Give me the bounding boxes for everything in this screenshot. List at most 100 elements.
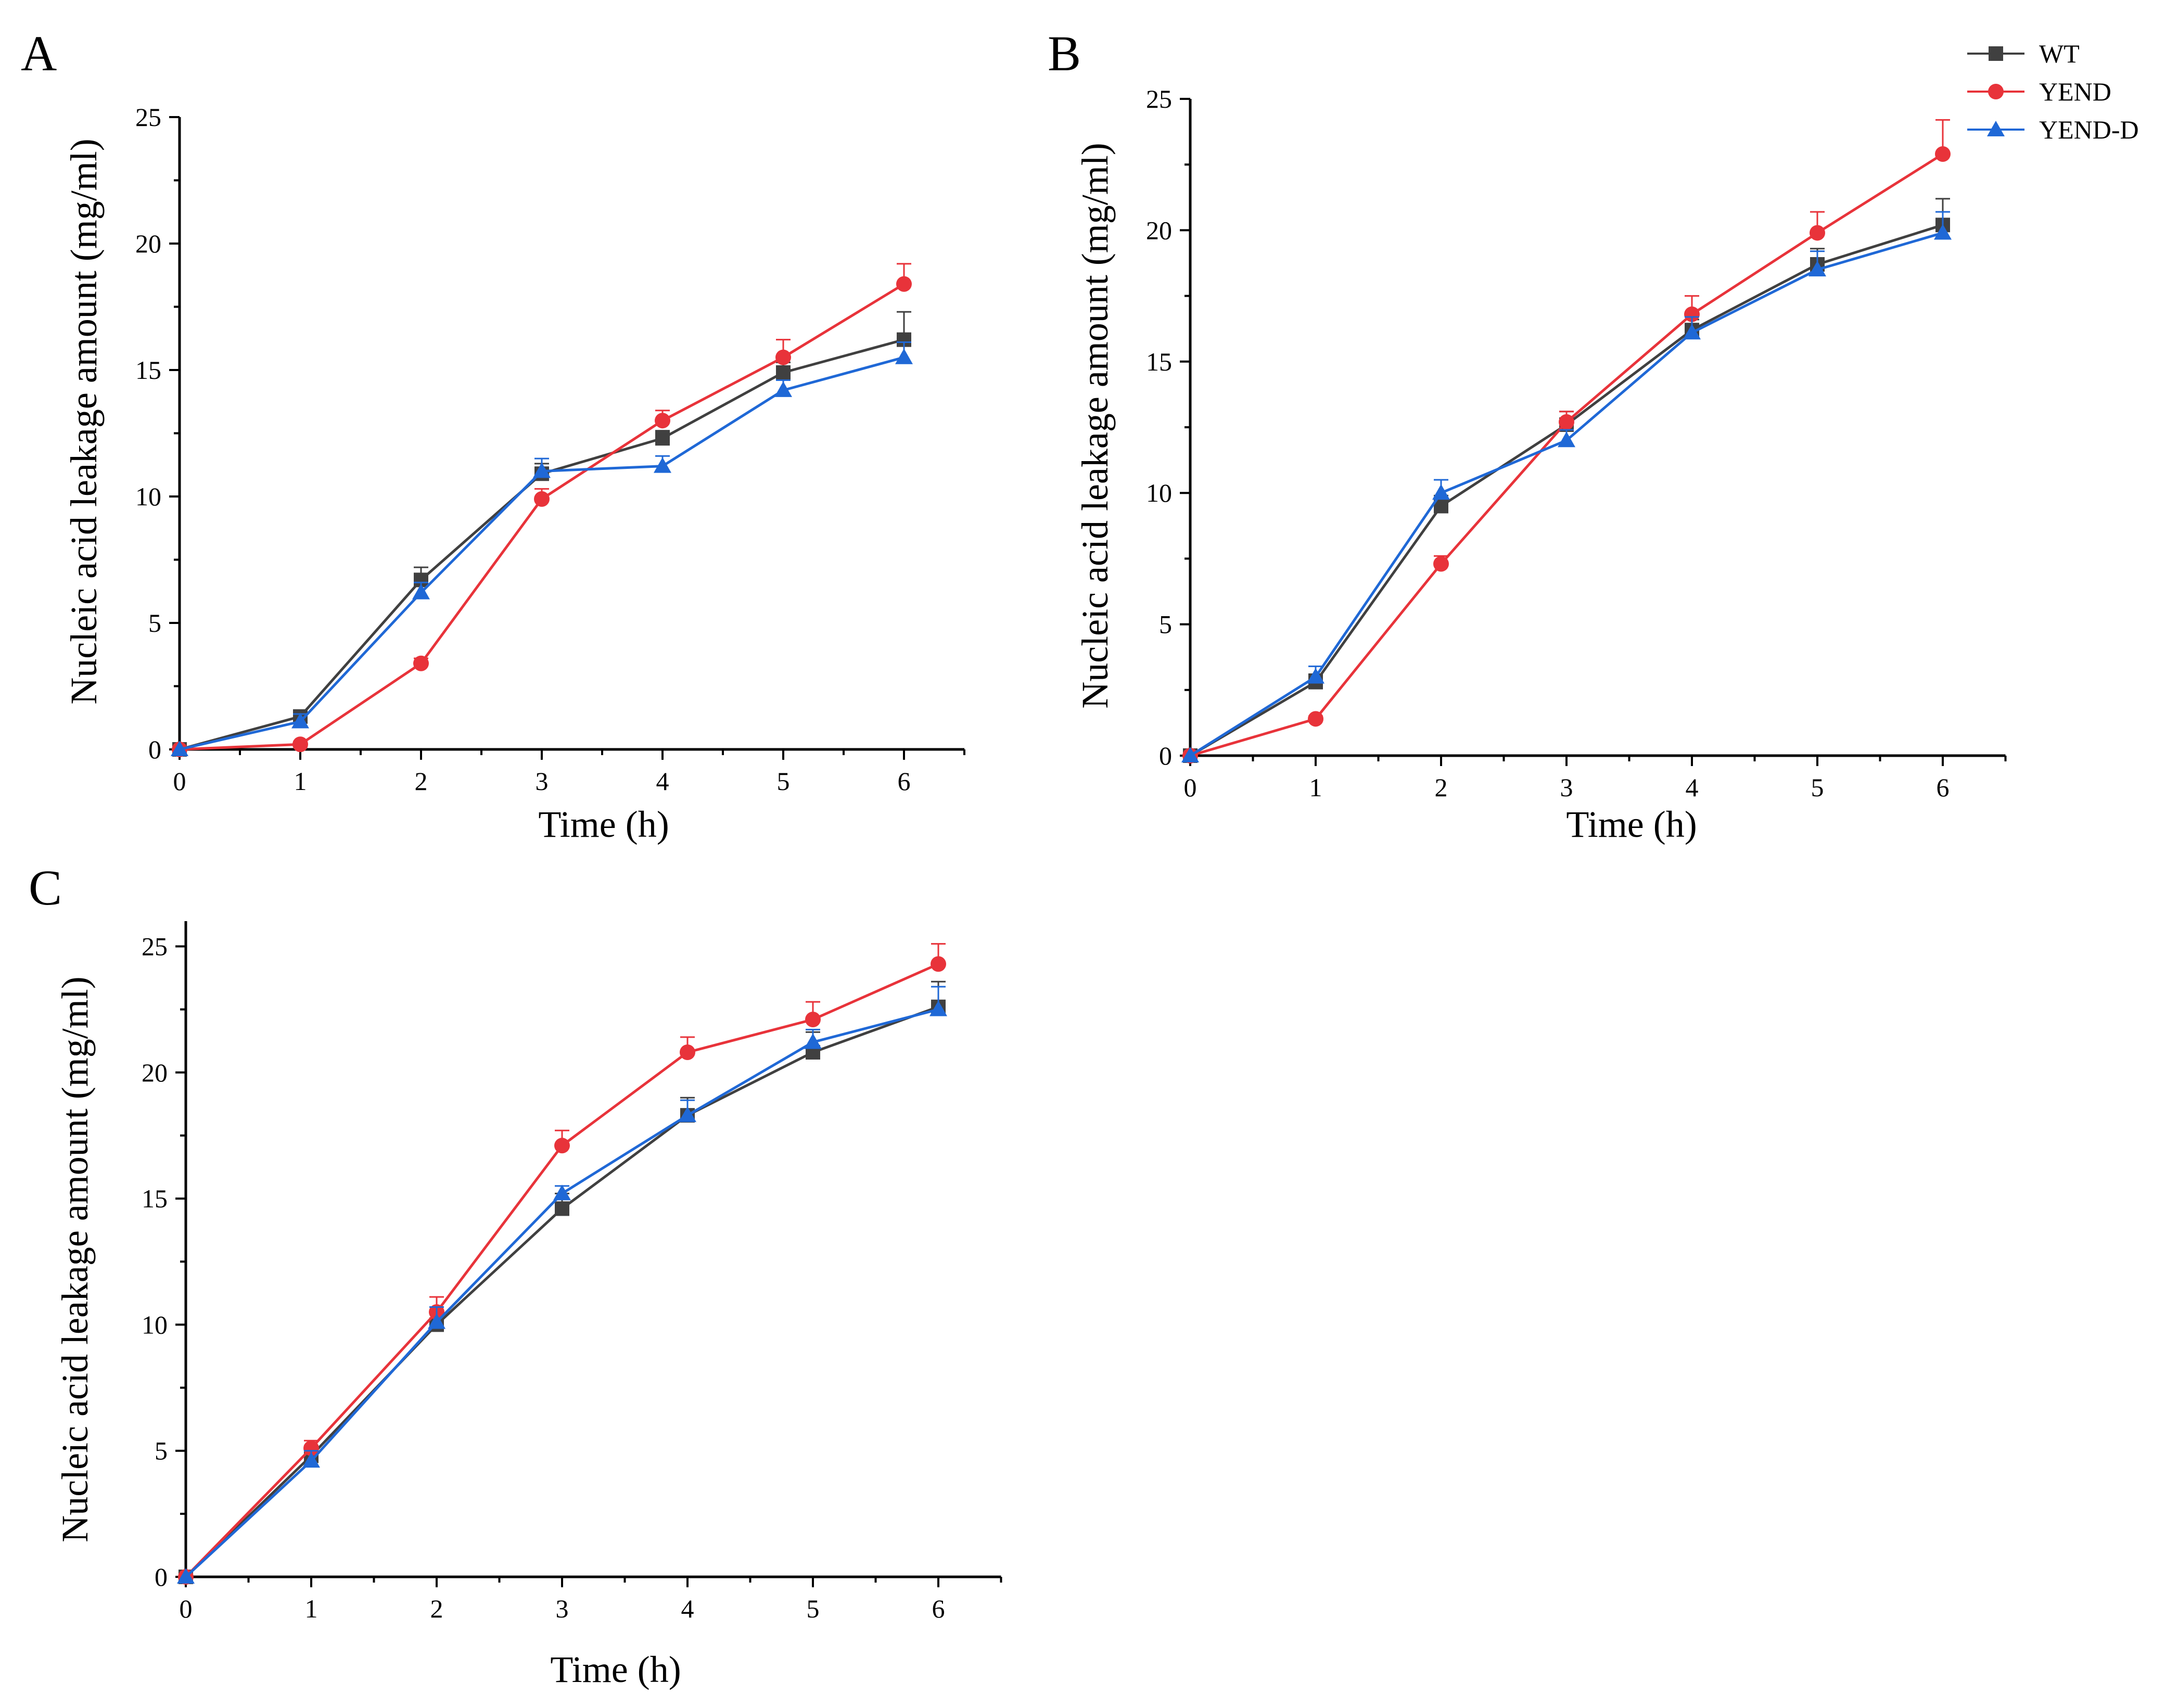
panel-c-series-wt-point (555, 1201, 569, 1216)
panel-a-series-yend-point (896, 276, 912, 292)
panel-a-y-tick-label: 5 (148, 608, 161, 638)
panel-c-y-tick-label: 20 (142, 1058, 168, 1087)
panel-c-series-yend-d-point (428, 1313, 445, 1329)
panel-b-x-tick-label: 3 (1560, 773, 1573, 802)
panel-a-x-tick-label: 1 (294, 767, 307, 796)
panel-c-plot-area: 0 1 2 3 4 5 6 0 5 10 15 20 25 (142, 921, 1002, 1623)
panel-c-y-tick-label: 25 (142, 932, 168, 961)
panel-c-series-yend-d-point (679, 1106, 696, 1123)
panel-b: B Time (h) Nucleic acid leakage amount (… (1048, 26, 2007, 845)
panel-c-x-axis-title: Time (h) (550, 1649, 681, 1690)
panel-b-series-yend-point (1433, 556, 1449, 572)
panel-a-y-axis-title: Nucleic acid leakage amount (mg/ml) (63, 138, 105, 705)
panel-b-y-tick-label: 10 (1146, 478, 1172, 507)
panel-b-series-yend-d-point (1808, 261, 1826, 277)
panel-c-letter: C (29, 860, 62, 915)
panel-c-x-tick-label: 6 (932, 1594, 945, 1623)
panel-c-y-tick-label: 10 (142, 1310, 168, 1339)
panel-a-series-yend-point (534, 491, 550, 507)
panel-b-series-yend-point (1684, 306, 1700, 322)
panel-c-series-yend-d-point (553, 1184, 571, 1201)
panel-a-letter: A (21, 26, 57, 81)
legend-wt-marker (1989, 46, 2003, 61)
legend-yend-d-label: YEND-D (2039, 115, 2139, 144)
panel-c-x-tick-label: 4 (681, 1594, 694, 1623)
panel-b-x-tick-label: 4 (1686, 773, 1699, 802)
panel-a-y-tick-label: 0 (148, 735, 161, 764)
legend-yend-d-marker (1987, 121, 2005, 136)
panel-a-series-yend-d-point (895, 348, 913, 364)
panel-c-x-tick-label: 0 (180, 1594, 193, 1623)
panel-a-series-yend-point (413, 655, 429, 671)
panel-a-y-tick-label: 25 (135, 103, 161, 132)
panel-b-series-yend-point (1559, 414, 1574, 430)
panel-b-x-tick-label: 2 (1435, 773, 1448, 802)
panel-c-series-yend-d-point (804, 1033, 822, 1049)
panel-a: A Time (h) Nucleic acid leakage amount (… (21, 26, 965, 845)
panel-c-series-yend-point (303, 1440, 319, 1456)
panel-b-series-yend-d-point (1307, 668, 1324, 684)
panel-a-series-yend-d-point (412, 583, 430, 600)
panel-a-series-yend-d-point (533, 462, 551, 478)
panel-b-y-tick-label: 15 (1146, 347, 1172, 376)
panel-a-series-yend-d-point (774, 381, 792, 397)
panel-a-plot-area: 0 1 2 3 4 5 6 0 5 10 15 20 25 (135, 103, 965, 796)
panel-b-x-axis-title: Time (h) (1566, 804, 1697, 845)
panel-b-x-tick-label: 5 (1811, 773, 1824, 802)
panel-b-series-yend-point (1308, 711, 1323, 727)
panel-a-series-yend-point (292, 736, 308, 753)
panel-a-series-yend-point (655, 413, 670, 429)
panel-b-y-tick-label: 5 (1159, 610, 1172, 639)
panel-c-series-yend-point (680, 1044, 695, 1060)
panel-a-series-wt-point (776, 365, 791, 380)
panel-b-letter: B (1048, 26, 1081, 81)
panel-a-x-axis-title: Time (h) (538, 804, 669, 845)
panel-c-series-yend-d-point (302, 1452, 320, 1468)
panel-b-y-tick-label: 0 (1159, 741, 1172, 770)
panel-a-x-tick-label: 0 (173, 767, 186, 796)
panel-c-series-yend-point (931, 956, 946, 972)
legend-yend-marker (1988, 84, 2004, 99)
panel-a-y-tick-label: 10 (135, 482, 161, 511)
panel-b-series-yend-point (1935, 146, 1951, 162)
panel-a-series-yend-point (775, 349, 791, 365)
panel-a-x-tick-label: 5 (777, 767, 790, 796)
panel-b-plot-area: 0 1 2 3 4 5 6 0 5 10 15 20 25 (1146, 84, 2007, 802)
legend: WT YEND YEND-D (1967, 39, 2139, 144)
panel-b-series-yend-point (1810, 225, 1825, 241)
panel-b-series-yend-d-point (1934, 224, 1952, 240)
panel-c-series-yend-point (805, 1012, 821, 1027)
panel-b-series-yend-d-point (1181, 747, 1199, 762)
panel-a-series-wt-point (655, 431, 670, 446)
panel-b-series-yend-d-point (1432, 484, 1450, 500)
panel-c-x-tick-label: 5 (807, 1594, 820, 1623)
panel-c: C Time (h) Nucleic acid leakage amount (… (29, 860, 1002, 1690)
panel-b-series-yend-d-point (1558, 431, 1575, 448)
panel-c-series-yend-d-point (177, 1568, 195, 1584)
panel-c-series-yend-point (554, 1138, 570, 1154)
panel-b-x-tick-label: 0 (1184, 773, 1197, 802)
panel-c-x-tick-label: 3 (556, 1594, 569, 1623)
legend-wt-label: WT (2039, 39, 2080, 68)
panel-c-x-tick-label: 1 (305, 1594, 318, 1623)
panel-b-y-tick-label: 20 (1146, 215, 1172, 245)
panel-b-x-tick-label: 1 (1309, 773, 1322, 802)
panel-c-y-axis-title: Nucleic acid leakage amount (mg/ml) (54, 976, 96, 1543)
panel-a-x-tick-label: 4 (656, 767, 669, 796)
panel-c-x-tick-label: 2 (430, 1594, 443, 1623)
panel-c-y-tick-label: 0 (155, 1562, 168, 1591)
legend-yend-label: YEND (2039, 77, 2111, 106)
panel-b-y-tick-label: 25 (1146, 84, 1172, 113)
panel-a-series-yend-d-point (291, 712, 309, 729)
panel-b-series-yend-d-point (1683, 324, 1701, 340)
panel-b-y-axis-title: Nucleic acid leakage amount (mg/ml) (1074, 143, 1116, 709)
panel-b-x-tick-label: 6 (1937, 773, 1950, 802)
panel-a-series-yend-d-point (171, 741, 188, 756)
panel-c-y-tick-label: 5 (155, 1436, 168, 1465)
panel-a-x-tick-label: 3 (536, 767, 549, 796)
panel-c-series-yend-d-point (929, 1000, 947, 1016)
panel-a-x-tick-label: 2 (415, 767, 428, 796)
panel-a-y-tick-label: 15 (135, 355, 161, 385)
